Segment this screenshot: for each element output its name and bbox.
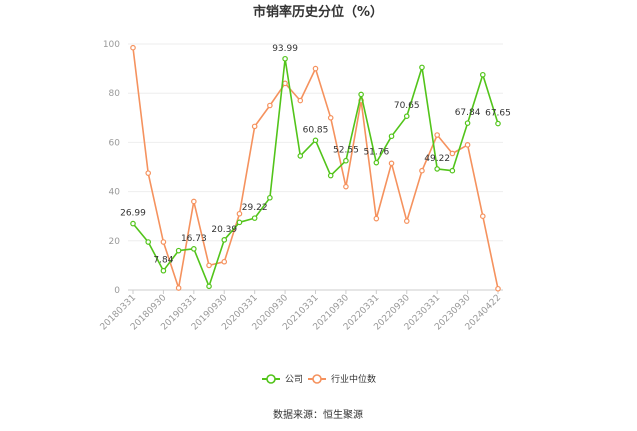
- grid-layer: [128, 43, 503, 291]
- legend-company-label: 公司: [285, 374, 303, 385]
- industry-data-point: [282, 80, 288, 87]
- industry-series-line: [132, 47, 499, 289]
- company-data-point: [175, 247, 182, 254]
- industry-data-point: [267, 102, 273, 109]
- legend-item-industry[interactable]: 行业中位数: [308, 373, 376, 385]
- company-data-label: 67.84: [455, 108, 481, 118]
- industry-data-point: [343, 183, 349, 190]
- data-label-layer: 26.99 7.84 16.73 20.39 29.22 93.99 60.85 52.55 5…: [120, 44, 511, 266]
- y-tick-label: 60: [109, 138, 121, 148]
- company-data-point: [191, 246, 197, 252]
- y-tick-label: 80: [109, 89, 121, 99]
- industry-data-point: [479, 213, 486, 220]
- company-data-point: [464, 120, 471, 126]
- company-data-label: 52.55: [333, 146, 359, 156]
- source-note: 数据来源：恒生聚源: [273, 408, 363, 421]
- industry-data-point: [388, 160, 395, 167]
- company-data-point: [206, 283, 212, 290]
- industry-data-point: [403, 218, 410, 224]
- company-data-point: [236, 219, 243, 226]
- company-data-label: 26.99: [120, 209, 146, 219]
- legend-industry-label: 行业中位数: [331, 373, 376, 385]
- industry-data-point: [236, 210, 243, 217]
- company-data-point: [130, 220, 136, 227]
- company-data-label: 70.65: [394, 101, 420, 111]
- industry-data-point: [312, 65, 319, 72]
- company-data-point: [267, 194, 273, 201]
- y-tick-label: 0: [114, 286, 120, 296]
- company-data-point: [479, 71, 486, 78]
- company-data-point: [373, 159, 380, 166]
- industry-data-point: [327, 115, 334, 121]
- company-data-point: [495, 120, 501, 127]
- company-data-point: [145, 239, 152, 245]
- company-data-label: 20.39: [211, 225, 237, 235]
- company-data-point: [282, 55, 288, 62]
- legend-industry-marker: [312, 374, 322, 384]
- industry-data-point: [449, 150, 456, 157]
- company-data-point: [297, 153, 304, 159]
- y-tick-label: 20: [109, 237, 121, 247]
- y-tick-label: 40: [109, 188, 121, 198]
- industry-data-point: [175, 285, 182, 291]
- company-data-point: [312, 137, 319, 144]
- company-data-label: 51.76: [363, 148, 389, 158]
- company-data-point: [358, 91, 364, 98]
- legend[interactable]: 公司 行业中位数: [262, 373, 376, 385]
- company-data-point: [160, 267, 167, 274]
- industry-data-point: [130, 44, 136, 51]
- company-data-label: 49.22: [424, 154, 450, 164]
- industry-data-point: [160, 239, 167, 245]
- company-data-point: [403, 113, 410, 120]
- industry-data-point: [434, 132, 440, 138]
- industry-data-point: [297, 97, 304, 104]
- company-data-point: [327, 172, 334, 179]
- legend-item-company[interactable]: 公司: [262, 374, 303, 385]
- industry-data-point: [206, 262, 212, 269]
- industry-data-point: [464, 142, 471, 148]
- company-data-point: [449, 167, 456, 174]
- company-data-label: 60.85: [303, 125, 329, 135]
- company-data-point: [221, 237, 228, 243]
- company-data-label: 29.22: [242, 203, 268, 213]
- company-data-point: [419, 64, 425, 71]
- industry-data-point: [221, 258, 228, 265]
- axis-layer: 0204060801002018033120180930201903312019…: [99, 40, 503, 333]
- company-data-point: [434, 166, 440, 172]
- company-data-point: [251, 215, 258, 221]
- chart-title: 市销率历史分位（%）: [253, 4, 383, 20]
- industry-data-point: [373, 215, 380, 222]
- company-data-label: 16.73: [181, 234, 207, 244]
- industry-data-point: [145, 170, 152, 176]
- industry-data-point: [419, 167, 425, 174]
- company-data-point: [388, 133, 395, 140]
- industry-data-point: [251, 123, 258, 130]
- industry-data-point: [495, 285, 501, 292]
- series-layer: [130, 44, 501, 292]
- legend-company-marker: [266, 374, 276, 384]
- company-data-point: [343, 157, 349, 164]
- industry-data-point: [191, 198, 197, 205]
- company-data-label: 93.99: [272, 44, 298, 54]
- company-data-label: 67.65: [485, 109, 511, 119]
- y-tick-label: 100: [103, 40, 120, 50]
- company-data-label: 7.84: [153, 256, 173, 266]
